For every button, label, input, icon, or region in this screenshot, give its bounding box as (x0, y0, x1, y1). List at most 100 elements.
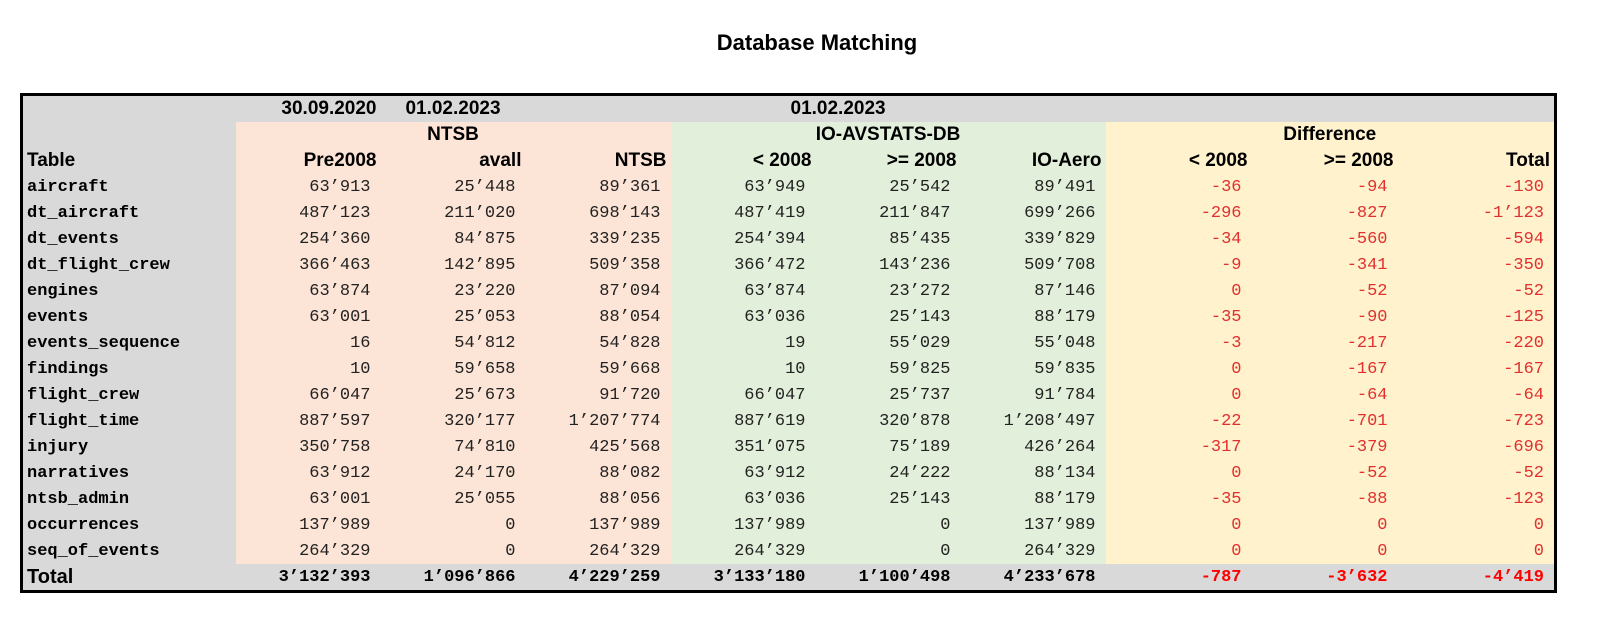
cell-io-lt2008: 487’419 (670, 200, 816, 226)
total-label: Total (21, 564, 236, 592)
header-group-row: NTSB IO-AVSTATS-DB Difference (21, 122, 1556, 148)
cell-table-name: aircraft (21, 174, 236, 200)
table-row: dt_events 254’360 84’875 339’235 254’394 85’4… (21, 226, 1556, 252)
cell-pre2008: 63’874 (235, 278, 381, 304)
cell-ntsb: 88’054 (525, 304, 671, 330)
cell-avall: 74’810 (380, 434, 526, 460)
cell-table-name: flight_crew (21, 382, 236, 408)
cell-table-name: narratives (21, 460, 236, 486)
group-ntsb: NTSB (235, 122, 671, 148)
cell-pre2008: 254’360 (235, 226, 381, 252)
cell-ntsb: 59’668 (525, 356, 671, 382)
total-io-ge2008: 1’100’498 (815, 564, 961, 592)
table-row: dt_aircraft 487’123 211’020 698’143 487’419 2… (21, 200, 1556, 226)
cell-diff-ge2008: -341 (1251, 252, 1398, 278)
cell-table-name: events (21, 304, 236, 330)
cell-diff-lt2008: -296 (1105, 200, 1252, 226)
col-io-lt2008: < 2008 (670, 148, 816, 174)
cell-io-lt2008: 10 (670, 356, 816, 382)
cell-diff-total: -52 (1397, 278, 1556, 304)
cell-avall: 142’895 (380, 252, 526, 278)
table-row: dt_flight_crew 366’463 142’895 509’358 366’4… (21, 252, 1556, 278)
cell-io-ge2008: 0 (815, 512, 961, 538)
cell-io-ge2008: 55’029 (815, 330, 961, 356)
cell-avall: 54’812 (380, 330, 526, 356)
cell-avall: 25’448 (380, 174, 526, 200)
cell-avall: 25’053 (380, 304, 526, 330)
total-pre2008: 3’132’393 (235, 564, 381, 592)
cell-table-name: events_sequence (21, 330, 236, 356)
cell-pre2008: 63’913 (235, 174, 381, 200)
cell-io-aero: 87’146 (960, 278, 1106, 304)
cell-table-name: dt_events (21, 226, 236, 252)
cell-io-aero: 88’134 (960, 460, 1106, 486)
cell-avall: 25’055 (380, 486, 526, 512)
cell-diff-total: -350 (1397, 252, 1556, 278)
cell-diff-total: -696 (1397, 434, 1556, 460)
cell-io-lt2008: 137’989 (670, 512, 816, 538)
cell-diff-lt2008: 0 (1105, 278, 1252, 304)
cell-pre2008: 350’758 (235, 434, 381, 460)
total-diff-lt2008: -787 (1105, 564, 1252, 592)
cell-diff-lt2008: -3 (1105, 330, 1252, 356)
cell-avall: 25’673 (380, 382, 526, 408)
header-blank (21, 94, 236, 122)
cell-io-aero: 88’179 (960, 486, 1106, 512)
table-row: flight_crew 66’047 25’673 91’720 66’047 25’73… (21, 382, 1556, 408)
cell-diff-ge2008: -560 (1251, 226, 1398, 252)
page-title: Database Matching (716, 30, 918, 55)
cell-io-ge2008: 0 (815, 538, 961, 564)
group-difference: Difference (1105, 122, 1556, 148)
date-pre2008: 30.09.2020 (235, 94, 381, 122)
cell-diff-total: -1’123 (1397, 200, 1556, 226)
cell-diff-total: 0 (1397, 538, 1556, 564)
cell-io-ge2008: 85’435 (815, 226, 961, 252)
cell-io-aero: 59’835 (960, 356, 1106, 382)
cell-diff-lt2008: -35 (1105, 486, 1252, 512)
cell-diff-total: -167 (1397, 356, 1556, 382)
total-row: Total 3’132’393 1’096’866 4’229’259 3’133’18… (21, 564, 1556, 592)
cell-diff-total: -64 (1397, 382, 1556, 408)
cell-diff-ge2008: -827 (1251, 200, 1398, 226)
cell-avall: 320’177 (380, 408, 526, 434)
cell-diff-lt2008: -317 (1105, 434, 1252, 460)
cell-diff-ge2008: -379 (1251, 434, 1398, 460)
cell-table-name: injury (21, 434, 236, 460)
matching-table: 30.09.2020 01.02.2023 01.02.2023 NTSB IO… (20, 93, 1557, 593)
cell-io-lt2008: 63’036 (670, 304, 816, 330)
cell-diff-total: -130 (1397, 174, 1556, 200)
cell-diff-lt2008: 0 (1105, 538, 1252, 564)
cell-diff-ge2008: -52 (1251, 460, 1398, 486)
col-io-aero: IO-Aero (960, 148, 1106, 174)
col-diff-total: Total (1397, 148, 1556, 174)
cell-avall: 24’170 (380, 460, 526, 486)
cell-diff-lt2008: -22 (1105, 408, 1252, 434)
cell-diff-ge2008: -52 (1251, 278, 1398, 304)
cell-io-lt2008: 19 (670, 330, 816, 356)
cell-io-lt2008: 351’075 (670, 434, 816, 460)
cell-avall: 0 (380, 538, 526, 564)
col-avall: avall (380, 148, 526, 174)
cell-diff-lt2008: 0 (1105, 460, 1252, 486)
cell-table-name: ntsb_admin (21, 486, 236, 512)
cell-pre2008: 66’047 (235, 382, 381, 408)
cell-diff-total: -125 (1397, 304, 1556, 330)
cell-io-lt2008: 63’874 (670, 278, 816, 304)
cell-io-ge2008: 320’878 (815, 408, 961, 434)
cell-io-aero: 89’491 (960, 174, 1106, 200)
cell-avall: 59’658 (380, 356, 526, 382)
cell-diff-ge2008: -90 (1251, 304, 1398, 330)
cell-pre2008: 63’912 (235, 460, 381, 486)
cell-diff-ge2008: 0 (1251, 512, 1398, 538)
date-io-cell: 01.02.2023 (525, 94, 1556, 122)
cell-table-name: findings (21, 356, 236, 382)
cell-io-ge2008: 75’189 (815, 434, 961, 460)
total-diff-total: -4’419 (1397, 564, 1556, 592)
cell-io-ge2008: 25’542 (815, 174, 961, 200)
cell-ntsb: 264’329 (525, 538, 671, 564)
cell-diff-total: -723 (1397, 408, 1556, 434)
cell-diff-lt2008: -9 (1105, 252, 1252, 278)
cell-io-aero: 426’264 (960, 434, 1106, 460)
cell-pre2008: 264’329 (235, 538, 381, 564)
cell-diff-ge2008: -701 (1251, 408, 1398, 434)
